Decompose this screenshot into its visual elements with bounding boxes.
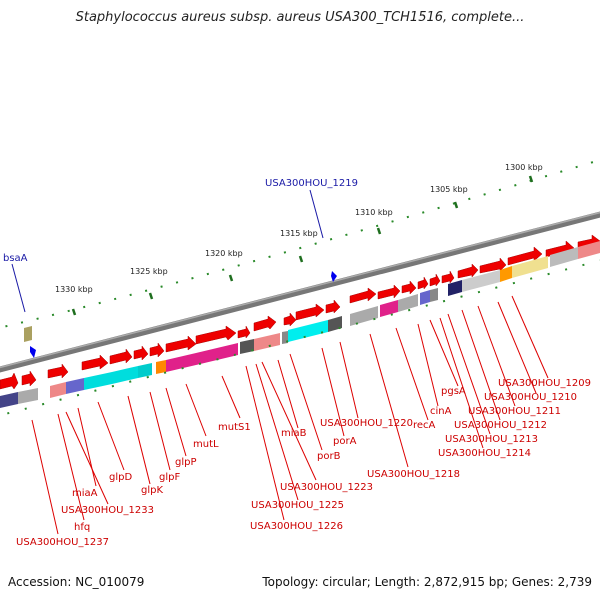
gene-label: USA300HOU_1225 bbox=[251, 500, 344, 511]
gene-arrow bbox=[417, 276, 429, 290]
scale-major-ticks bbox=[71, 175, 534, 316]
marker-icon bbox=[331, 271, 337, 282]
gene-label: USA300HOU_1226 bbox=[250, 521, 343, 532]
kbp-label: 1330 kbp bbox=[55, 285, 93, 294]
gene-label: hfq bbox=[74, 522, 90, 533]
gene-label: porB bbox=[317, 451, 341, 462]
gene-arrow bbox=[507, 246, 543, 266]
gene-label: mutS1 bbox=[218, 422, 251, 433]
gene-label: USA300HOU_1213 bbox=[445, 434, 538, 445]
gene-label: USA300HOU_1214 bbox=[438, 448, 531, 459]
kbp-label: 1320 kbp bbox=[205, 249, 243, 258]
gene-arrow bbox=[237, 325, 251, 339]
gene-arrow bbox=[21, 370, 37, 387]
gene-arrow bbox=[349, 287, 377, 304]
chromosome-backbone bbox=[0, 211, 600, 373]
gene-arrow bbox=[165, 335, 197, 353]
gene-arrow bbox=[149, 342, 165, 358]
kbp-label: 1305 kbp bbox=[430, 185, 468, 194]
gene-label: glpD bbox=[109, 472, 132, 483]
gene-label: USA300HOU_1233 bbox=[61, 505, 154, 516]
gene-label: miaB bbox=[281, 428, 307, 439]
gene-arrow bbox=[441, 270, 455, 284]
gene-label: miaA bbox=[72, 488, 98, 499]
gene-label: mutL bbox=[193, 439, 219, 450]
gene-arrow bbox=[109, 348, 133, 365]
gene-arrow bbox=[283, 312, 297, 327]
gene-label: recA bbox=[413, 420, 436, 431]
gene-arrow bbox=[325, 299, 341, 314]
gene-label: USA300HOU_1223 bbox=[280, 482, 373, 493]
gene-label: cinA bbox=[430, 406, 452, 417]
gene-label: USA300HOU_1212 bbox=[454, 420, 547, 431]
gene-arrow bbox=[0, 372, 19, 390]
gene-label: glpP bbox=[175, 457, 197, 468]
gene-label: USA300HOU_1211 bbox=[468, 406, 561, 417]
gene-arrow bbox=[429, 273, 441, 287]
gene-label: glpF bbox=[159, 472, 180, 483]
gene-label: USA300HOU_1210 bbox=[484, 392, 577, 403]
gene-label: glpK bbox=[141, 485, 163, 496]
gene-arrow bbox=[253, 315, 277, 332]
gene-label-blue: USA300HOU_1219 bbox=[265, 178, 358, 189]
gene-arrow bbox=[295, 303, 325, 321]
gene-label: USA300HOU_1237 bbox=[16, 537, 109, 548]
page-title: Staphylococcus aureus subsp. aureus USA3… bbox=[75, 10, 525, 25]
gene-arrow bbox=[457, 263, 479, 279]
gene-arrow bbox=[195, 325, 237, 345]
cog-blocks bbox=[0, 241, 600, 408]
gene-label: USA300HOU_1220 bbox=[320, 418, 413, 429]
gene-label: porA bbox=[333, 436, 357, 447]
kbp-label: 1325 kbp bbox=[130, 267, 168, 276]
gene-label: USA300HOU_1209 bbox=[498, 378, 591, 389]
gene-label: pgsA bbox=[441, 386, 466, 397]
kbp-label: 1315 kbp bbox=[280, 229, 318, 238]
gene-arrow bbox=[479, 257, 507, 274]
gene-arrow bbox=[401, 280, 417, 295]
gene-arrow bbox=[47, 363, 69, 379]
gene-label-blue: bsaA bbox=[3, 253, 28, 264]
marker-icon bbox=[30, 346, 36, 358]
accession-text: Accession: NC_010079 bbox=[8, 575, 145, 589]
genome-summary-text: Topology: circular; Length: 2,872,915 bp… bbox=[262, 575, 592, 589]
kbp-label: 1300 kbp bbox=[505, 163, 543, 172]
kbp-label: 1310 kbp bbox=[355, 208, 393, 217]
forward-genes bbox=[0, 234, 600, 390]
gene-arrow bbox=[377, 284, 401, 300]
gene-label: USA300HOU_1218 bbox=[367, 469, 460, 480]
leader-lines bbox=[31, 295, 549, 535]
gene-arrow bbox=[81, 354, 109, 371]
gene-arrow bbox=[133, 345, 149, 361]
